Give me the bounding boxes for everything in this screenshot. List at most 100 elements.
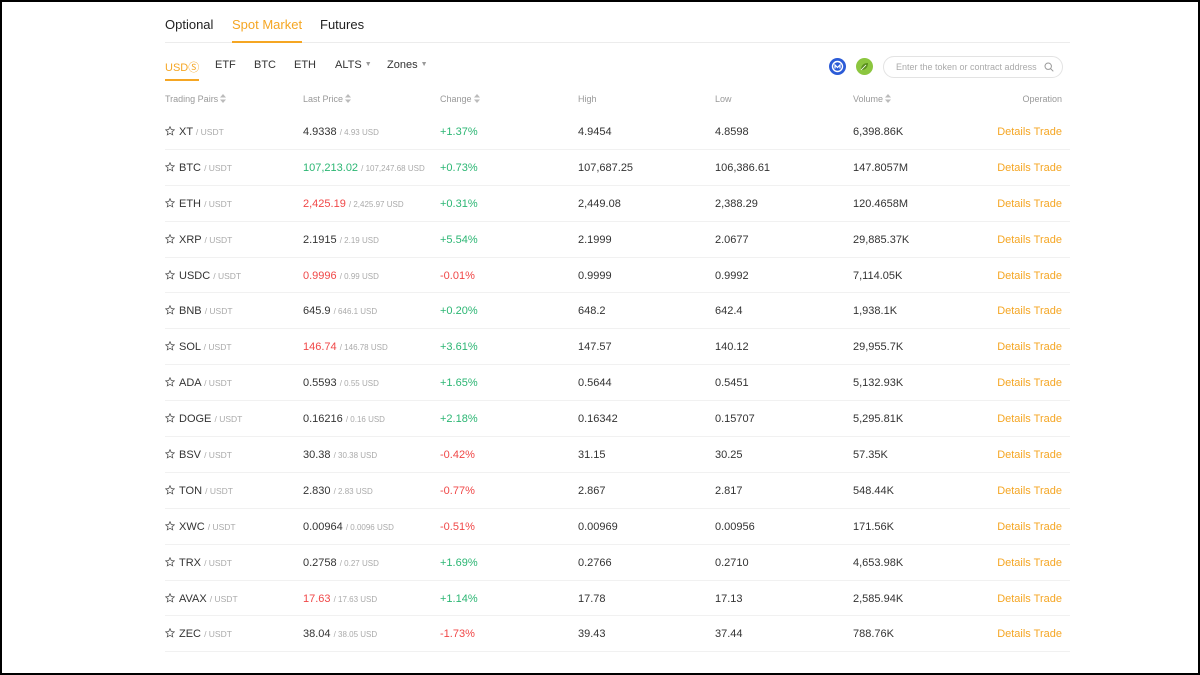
details-link[interactable]: Details <box>997 126 1031 138</box>
trade-link[interactable]: Trade <box>1033 197 1062 210</box>
table-row-zec[interactable]: ZEC / USDT 38.04 / 38.05 USD -1.73% 39.4… <box>165 616 1070 653</box>
details-link[interactable]: Details <box>997 161 1031 174</box>
trade-link[interactable]: Trade <box>1033 341 1062 354</box>
trade-link[interactable]: Trade <box>1033 449 1062 462</box>
details-link[interactable]: Details <box>997 484 1031 497</box>
base-symbol[interactable]: TRX <box>179 556 201 569</box>
base-symbol[interactable]: DOGE <box>179 413 212 426</box>
operation-cell: Details Trade <box>997 305 1062 317</box>
trade-link[interactable]: Trade <box>1033 628 1062 641</box>
star-favorite-icon[interactable] <box>165 161 175 172</box>
filter-eth[interactable]: ETH <box>294 59 316 71</box>
details-link[interactable]: Details <box>997 556 1031 569</box>
base-symbol[interactable]: AVAX <box>179 592 207 605</box>
trade-link[interactable]: Trade <box>1033 126 1062 138</box>
table-row-xt[interactable]: XT / USDT 4.9338 / 4.93 USD +1.37% 4.945… <box>165 114 1070 150</box>
table-row-usdc[interactable]: USDC / USDT 0.9996 / 0.99 USD -0.01% 0.9… <box>165 258 1070 294</box>
trade-link[interactable]: Trade <box>1033 520 1062 533</box>
tab-futures[interactable]: Futures <box>320 17 365 32</box>
base-symbol[interactable]: XRP <box>179 233 202 246</box>
table-row-eth[interactable]: ETH / USDT 2,425.19 / 2,425.97 USD +0.31… <box>165 186 1070 222</box>
star-favorite-icon[interactable] <box>165 628 175 639</box>
star-favorite-icon[interactable] <box>165 341 175 351</box>
tab-optional[interactable]: Optional <box>165 17 214 32</box>
details-link[interactable]: Details <box>997 413 1031 426</box>
table-row-xwc[interactable]: XWC / USDT 0.00964 / 0.0096 USD -0.51% 0… <box>165 509 1070 545</box>
change-cell: +2.18% <box>440 413 478 426</box>
star-favorite-icon[interactable] <box>165 305 175 316</box>
trade-link[interactable]: Trade <box>1033 556 1062 569</box>
coin-logo-icon[interactable] <box>829 58 846 75</box>
trade-link[interactable]: Trade <box>1033 484 1062 497</box>
tab-spot-market[interactable]: Spot Market <box>232 17 303 43</box>
trade-link[interactable]: Trade <box>1033 269 1062 282</box>
change-cell: +0.20% <box>440 305 478 318</box>
table-row-avax[interactable]: AVAX / USDT 17.63 / 17.63 USD +1.14% 17.… <box>165 581 1070 617</box>
star-favorite-icon[interactable] <box>165 556 175 567</box>
star-favorite-icon[interactable] <box>165 377 175 387</box>
table-row-xrp[interactable]: XRP / USDT 2.1915 / 2.19 USD +5.54% 2.19… <box>165 222 1070 258</box>
table-row-bsv[interactable]: BSV / USDT 30.38 / 30.38 USD -0.42% 31.1… <box>165 437 1070 473</box>
header-volume[interactable]: Volume <box>853 94 892 104</box>
leaf-logo-icon[interactable] <box>856 58 873 75</box>
filter-etf[interactable]: ETF <box>215 59 236 71</box>
star-favorite-icon[interactable] <box>165 449 175 459</box>
base-symbol[interactable]: TON <box>179 484 203 497</box>
base-symbol[interactable]: SOL <box>179 341 201 354</box>
filter-usds[interactable]: USDⓈ <box>165 59 200 81</box>
details-link[interactable]: Details <box>997 305 1031 318</box>
star-favorite-icon[interactable] <box>165 269 175 280</box>
header-trading-pairs[interactable]: Trading Pairs <box>165 94 227 104</box>
trade-link[interactable]: Trade <box>1033 377 1062 390</box>
table-row-bnb[interactable]: BNB / USDT 645.9 / 646.1 USD +0.20% 648.… <box>165 293 1070 330</box>
quote-symbol: / USDT <box>204 450 232 461</box>
details-link[interactable]: Details <box>997 520 1031 533</box>
filter-btc[interactable]: BTC <box>254 59 276 71</box>
trade-link[interactable]: Trade <box>1033 413 1062 426</box>
header-change[interactable]: Change <box>440 94 480 104</box>
star-favorite-icon[interactable] <box>165 413 175 423</box>
base-symbol[interactable]: ZEC <box>179 628 201 641</box>
base-symbol[interactable]: ETH <box>179 197 201 210</box>
volume-cell: 120.4658M <box>853 197 909 210</box>
table-row-ton[interactable]: TON / USDT 2.830 / 2.83 USD -0.77% 2.867… <box>165 473 1070 509</box>
trade-link[interactable]: Trade <box>1033 305 1062 318</box>
details-link[interactable]: Details <box>997 233 1031 246</box>
star-favorite-icon[interactable] <box>165 592 175 603</box>
trade-link[interactable]: Trade <box>1033 592 1062 605</box>
filter-zones-dropdown[interactable]: Zones ▼ <box>387 59 428 81</box>
star-favorite-icon[interactable] <box>165 233 175 244</box>
base-symbol[interactable]: XWC <box>179 520 205 533</box>
star-favorite-icon[interactable] <box>165 197 175 208</box>
trade-link[interactable]: Trade <box>1033 161 1062 174</box>
table-row-trx[interactable]: TRX / USDT 0.2758 / 0.27 USD +1.69% 0.27… <box>165 545 1070 581</box>
details-link[interactable]: Details <box>997 197 1031 210</box>
base-symbol[interactable]: XT <box>179 126 193 138</box>
base-symbol[interactable]: BSV <box>179 449 202 462</box>
table-row-ada[interactable]: ADA / USDT 0.5593 / 0.55 USD +1.65% 0.56… <box>165 365 1070 402</box>
details-link[interactable]: Details <box>997 377 1031 390</box>
details-link[interactable]: Details <box>997 449 1031 462</box>
table-row-doge[interactable]: DOGE / USDT 0.16216 / 0.16 USD +2.18% 0.… <box>165 401 1070 438</box>
header-last-price[interactable]: Last Price <box>303 94 352 104</box>
base-symbol[interactable]: ADA <box>179 377 202 390</box>
table-row-btc[interactable]: BTC / USDT 107,213.02 / 107,247.68 USD +… <box>165 150 1070 186</box>
base-symbol[interactable]: BTC <box>179 161 201 174</box>
details-link[interactable]: Details <box>997 592 1031 605</box>
search-icon[interactable] <box>1044 62 1054 72</box>
star-favorite-icon[interactable] <box>165 126 175 136</box>
search-input[interactable] <box>896 60 1041 74</box>
trade-link[interactable]: Trade <box>1033 233 1062 246</box>
details-link[interactable]: Details <box>997 341 1031 354</box>
star-favorite-icon[interactable] <box>165 520 175 531</box>
base-symbol[interactable]: USDC <box>179 269 211 282</box>
details-link[interactable]: Details <box>997 628 1031 641</box>
last-price-cell: 2.1915 / 2.19 USD <box>303 234 379 246</box>
filter-alts-dropdown[interactable]: ALTS ▼ <box>335 59 372 81</box>
details-link[interactable]: Details <box>997 269 1031 282</box>
chevron-down-icon: ▼ <box>420 61 428 68</box>
base-symbol[interactable]: BNB <box>179 305 202 318</box>
star-favorite-icon[interactable] <box>165 484 175 495</box>
table-row-sol[interactable]: SOL / USDT 146.74 / 146.78 USD +3.61% 14… <box>165 329 1070 366</box>
low-cell: 2.0677 <box>715 233 749 246</box>
